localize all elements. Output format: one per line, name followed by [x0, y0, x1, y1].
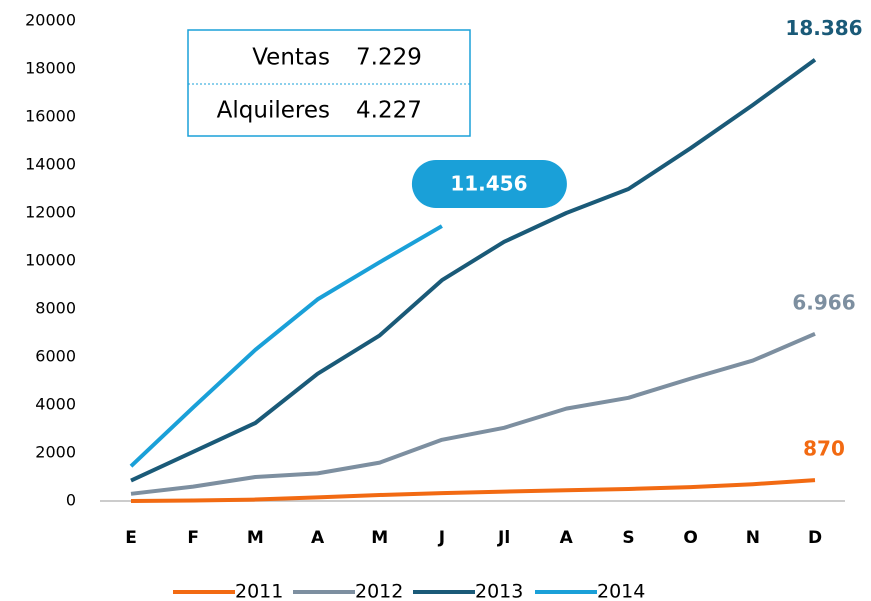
x-tick-label: O: [683, 528, 697, 548]
y-tick-label: 12000: [25, 203, 76, 222]
x-tick-label: S: [622, 528, 634, 548]
x-tick-label: Jl: [497, 528, 510, 548]
breakdown-label: Alquileres: [217, 98, 330, 124]
x-tick-label: M: [247, 528, 264, 548]
y-tick-label: 2000: [35, 443, 76, 462]
legend-label: 2013: [475, 581, 523, 601]
x-tick-label: A: [560, 528, 574, 548]
x-tick-label: N: [746, 528, 760, 548]
value-label: 6.966: [792, 290, 855, 314]
x-tick-label: J: [438, 528, 445, 548]
y-tick-label: 4000: [35, 395, 76, 414]
y-tick-label: 14000: [25, 155, 76, 174]
legend-label: 2014: [597, 581, 645, 601]
breakdown-value: 7.229: [356, 45, 422, 71]
y-tick-label: 16000: [25, 107, 76, 126]
series-line: [130, 478, 816, 503]
breakdown-label: Ventas: [252, 45, 330, 71]
breakdown-box: [187, 29, 471, 137]
x-tick-label: D: [808, 528, 822, 548]
x-tick-label: M: [371, 528, 388, 548]
legend-label: 2011: [235, 581, 283, 601]
label-pill: [411, 160, 567, 208]
series-line: [130, 58, 817, 483]
value-label: 11.456: [450, 172, 527, 196]
y-tick-label: 18000: [25, 59, 76, 78]
value-label: 18.386: [785, 16, 862, 40]
series-line: [130, 331, 816, 496]
y-tick-label: 0: [66, 491, 76, 510]
x-tick-label: E: [125, 528, 137, 548]
y-tick-label: 8000: [35, 299, 76, 318]
series-line: [129, 224, 443, 468]
y-tick-label: 10000: [25, 251, 76, 270]
legend-label: 2012: [355, 581, 403, 601]
x-tick-label: A: [311, 528, 325, 548]
breakdown-value: 4.227: [356, 98, 422, 124]
x-tick-label: F: [187, 528, 199, 548]
y-tick-label: 20000: [25, 11, 76, 30]
value-label: 870: [803, 437, 845, 461]
y-tick-label: 6000: [35, 347, 76, 366]
